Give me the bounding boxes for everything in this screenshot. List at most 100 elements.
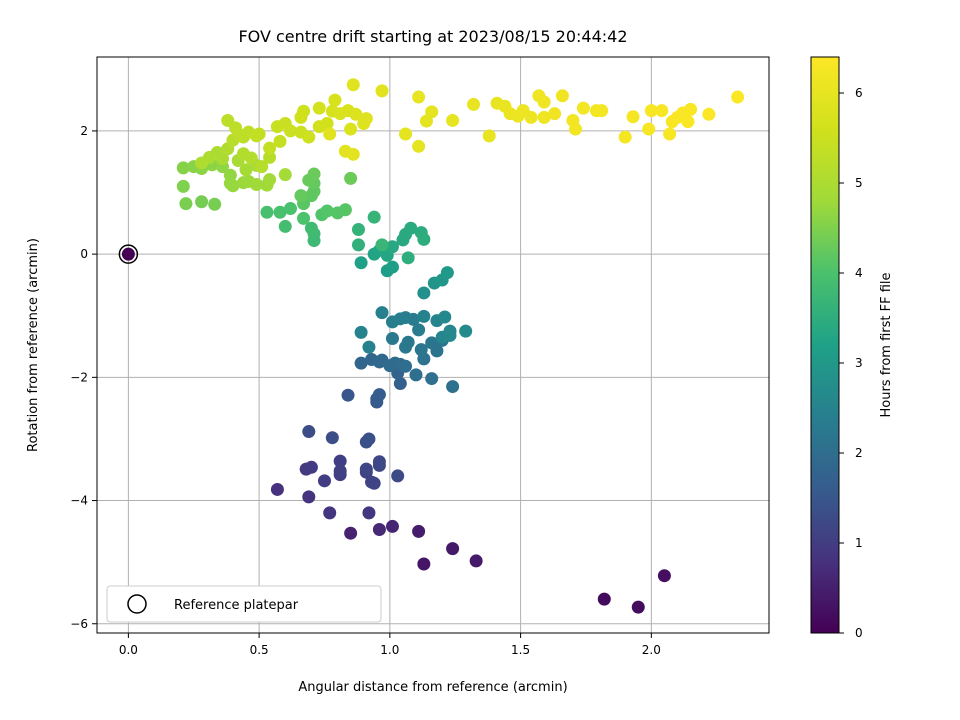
scatter-point — [417, 286, 431, 300]
scatter-point — [354, 256, 368, 270]
colorbar-tick-label: 3 — [855, 356, 863, 370]
scatter-point — [425, 372, 439, 386]
scatter-point — [385, 315, 399, 329]
scatter-point — [252, 127, 266, 141]
scatter-point — [375, 84, 389, 98]
legend-marker — [127, 594, 147, 614]
scatter-point — [626, 110, 640, 124]
scatter-point — [195, 195, 209, 209]
scatter-point — [443, 328, 457, 342]
scatter-point — [354, 325, 368, 339]
scatter-point — [349, 107, 363, 121]
scatter-point — [399, 359, 413, 373]
scatter-point — [409, 368, 423, 382]
scatter-point — [351, 222, 365, 236]
scatter-point — [524, 110, 538, 124]
scatter-point — [263, 173, 277, 187]
scatter-point — [244, 151, 258, 165]
scatter-point — [657, 569, 671, 583]
scatter-point — [312, 101, 326, 115]
scatter-point — [354, 356, 368, 370]
scatter-point — [273, 134, 287, 148]
colorbar-tick-label: 6 — [855, 86, 863, 100]
scatter-point — [375, 306, 389, 320]
scatter-point — [467, 97, 481, 111]
scatter-point — [597, 592, 611, 606]
colorbar-ticks: 0 1 2 3 4 5 6 — [839, 86, 863, 640]
scatter-point — [385, 240, 399, 254]
scatter-point — [338, 203, 352, 217]
scatter-point — [440, 266, 454, 280]
scatter-point — [459, 324, 473, 338]
scatter-point — [179, 197, 193, 211]
scatter-point — [297, 211, 311, 225]
scatter-point — [537, 95, 551, 109]
scatter-point — [304, 221, 318, 235]
scatter-point — [412, 139, 426, 153]
scatter-point — [401, 335, 415, 349]
x-tick-label: 1.0 — [380, 643, 399, 657]
scatter-point — [255, 160, 269, 174]
scatter-point — [393, 377, 407, 391]
x-ticks: 0.0 0.5 1.0 1.5 2.0 — [119, 633, 661, 657]
scatter-point — [425, 336, 439, 350]
scatter-point — [446, 380, 460, 394]
scatter-point — [569, 122, 583, 136]
scatter-point — [278, 168, 292, 182]
scatter-point — [302, 130, 316, 144]
scatter-point — [362, 432, 376, 446]
scatter-point — [195, 156, 209, 170]
scatter-point — [385, 332, 399, 346]
colorbar-tick-label: 2 — [855, 446, 863, 460]
reference-point — [121, 247, 135, 261]
scatter-point — [642, 122, 656, 136]
scatter-point — [631, 600, 645, 614]
colorbar-tick-label: 5 — [855, 176, 863, 190]
scatter-point — [425, 105, 439, 119]
scatter-point — [417, 557, 431, 571]
scatter-point — [684, 102, 698, 116]
reference-marker-group — [118, 244, 139, 264]
y-ticks: −6 −4 −2 0 2 — [70, 124, 97, 631]
colorbar-tick-label: 4 — [855, 266, 863, 280]
scatter-point — [359, 112, 373, 126]
scatter-point — [273, 205, 287, 219]
scatter-point — [278, 219, 292, 233]
scatter-point — [367, 210, 381, 224]
scatter-point — [537, 110, 551, 124]
legend-box — [106, 585, 382, 623]
scatter-point — [263, 150, 277, 164]
scatter-point — [320, 204, 334, 218]
scatter-point — [346, 147, 360, 161]
scatter-point — [270, 482, 284, 496]
scatter-point — [385, 519, 399, 533]
scatter-point — [362, 506, 376, 520]
scatter-point — [341, 388, 355, 402]
scatter-point — [372, 388, 386, 402]
x-axis-label: Angular distance from reference (arcmin) — [298, 680, 567, 695]
scatter-point — [446, 542, 460, 556]
scatter-point — [438, 310, 452, 324]
scatter-point — [333, 454, 347, 468]
scatter-point — [655, 104, 669, 118]
scatter-point — [333, 464, 347, 478]
scatter-point — [414, 343, 428, 357]
scatter-point — [283, 202, 297, 216]
scatter-point — [307, 167, 321, 181]
colorbar-tick-label: 1 — [855, 536, 863, 550]
scatter-point — [208, 197, 222, 211]
x-tick-label: 2.0 — [642, 643, 661, 657]
scatter-point — [302, 490, 316, 504]
scatter-point — [548, 107, 562, 121]
scatter-point — [576, 101, 590, 115]
scatter-point — [323, 506, 337, 520]
scatter-point — [346, 78, 360, 92]
scatter-point — [294, 189, 308, 203]
scatter-point — [417, 232, 431, 246]
scatter-point — [263, 141, 277, 155]
reference-ring — [118, 244, 139, 264]
scatter-point — [226, 179, 240, 193]
scatter-point — [304, 460, 318, 474]
scatter-point — [323, 127, 337, 141]
